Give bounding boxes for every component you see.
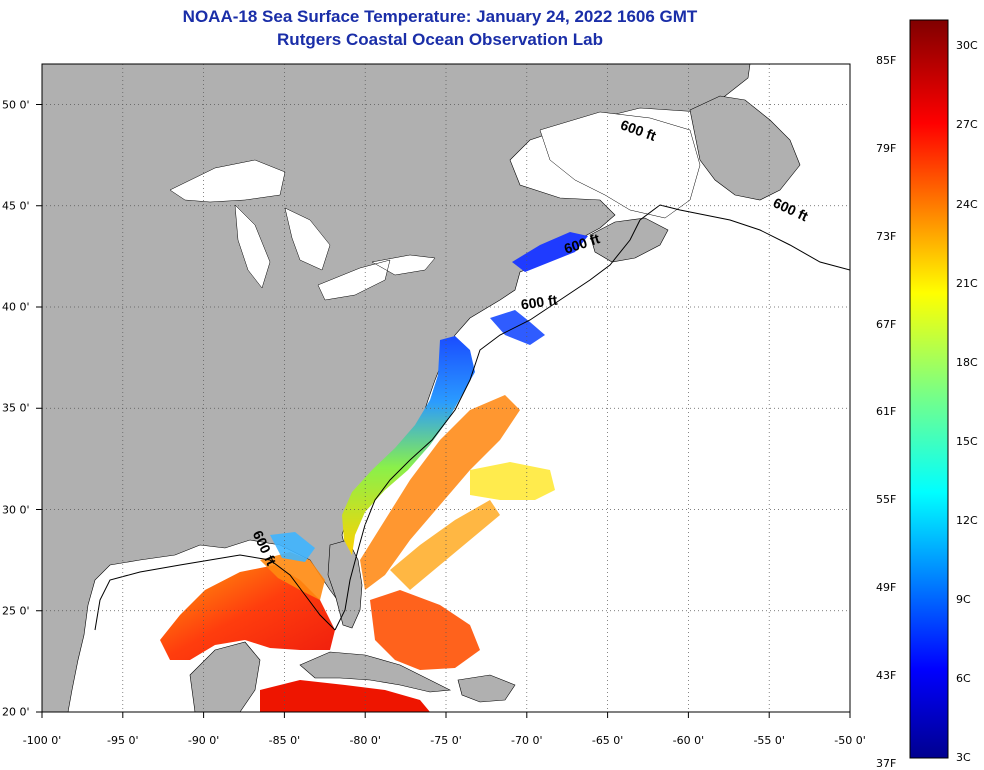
x-tick-label: -60 0' [672,734,705,747]
great-lakes [169,159,436,301]
colorbar [909,19,949,759]
sst-gulf-north-cyan [270,532,315,562]
sst-offshore-orange [390,500,500,590]
colorbar-celsius-label: 9C [956,592,971,606]
y-tick-label: 20 0' [2,705,30,719]
x-tick-label: -85 0' [268,734,301,747]
map-subtitle: Rutgers Coastal Ocean Observation Lab [277,30,603,49]
land-newfoundland [689,95,801,201]
colorbar-fahrenheit-label: 85F [876,54,897,67]
land-yucatan [189,641,261,712]
colorbar-fahrenheit-label: 55F [876,493,897,507]
colorbar-celsius-label: 21C [956,276,978,290]
x-tick-label: -95 0' [107,734,139,747]
land-nova-scotia [589,217,669,263]
sst-gulf-orange [260,552,325,600]
y-tick-label: 45 0' [2,199,30,213]
contour-600ft [94,204,850,631]
sst-offshore-yellow [470,462,555,500]
colorbar-fahrenheit-label: 49F [876,581,897,595]
axis-ticks [36,104,851,718]
sst-bahamas [370,590,480,670]
colorbar-celsius-label: 30C [956,39,978,53]
colorbar-celsius-label: 27C [956,118,978,132]
y-tick-label: 50 0' [2,98,30,111]
map-grid [42,64,850,712]
x-tick-label: -80 0' [349,734,381,747]
colorbar-celsius-label: 15C [956,434,978,448]
map-title: NOAA-18 Sea Surface Temperature: January… [182,7,698,26]
colorbar-fahrenheit-label: 43F [876,669,897,682]
x-tick-label: -55 0' [753,734,785,747]
x-tick-label: -70 0' [511,734,543,747]
x-tick-label: -90 0' [187,734,220,747]
x-tick-label: -50 0' [834,734,866,747]
x-tick-label: -75 0' [430,734,462,747]
colorbar-fahrenheit-label: 67F [876,317,897,331]
y-tick-label: 35 0' [2,401,30,415]
y-tick-label: 30 0' [2,503,30,516]
x-tick-label: -65 0' [591,734,624,747]
colorbar-fahrenheit-label: 37F [876,756,897,770]
colorbar-celsius-label: 18C [956,355,978,369]
x-tick-label: -100 0' [22,734,62,747]
contour-label-600ft: 600 ft [520,292,559,313]
colorbar-fahrenheit-label: 79F [876,141,897,155]
colorbar-fahrenheit-label: 73F [876,229,897,243]
land-florida [327,539,363,629]
land-cuba [299,651,452,693]
land-hispaniola [457,674,516,703]
colorbar-celsius-label: 3C [956,751,971,764]
colorbar-celsius-label: 6C [956,671,971,685]
sst-northeast-blue [512,232,588,272]
y-tick-label: 40 0' [2,300,30,314]
sst-caribbean [260,680,430,712]
sst-northeast-blue-2 [490,310,545,345]
y-tick-label: 25 0' [2,604,30,618]
colorbar-fahrenheit-label: 61F [876,405,897,419]
colorbar-celsius-label: 24C [956,197,978,211]
sst-gulf-stream [360,395,520,590]
colorbar-celsius-label: 12C [956,513,978,527]
